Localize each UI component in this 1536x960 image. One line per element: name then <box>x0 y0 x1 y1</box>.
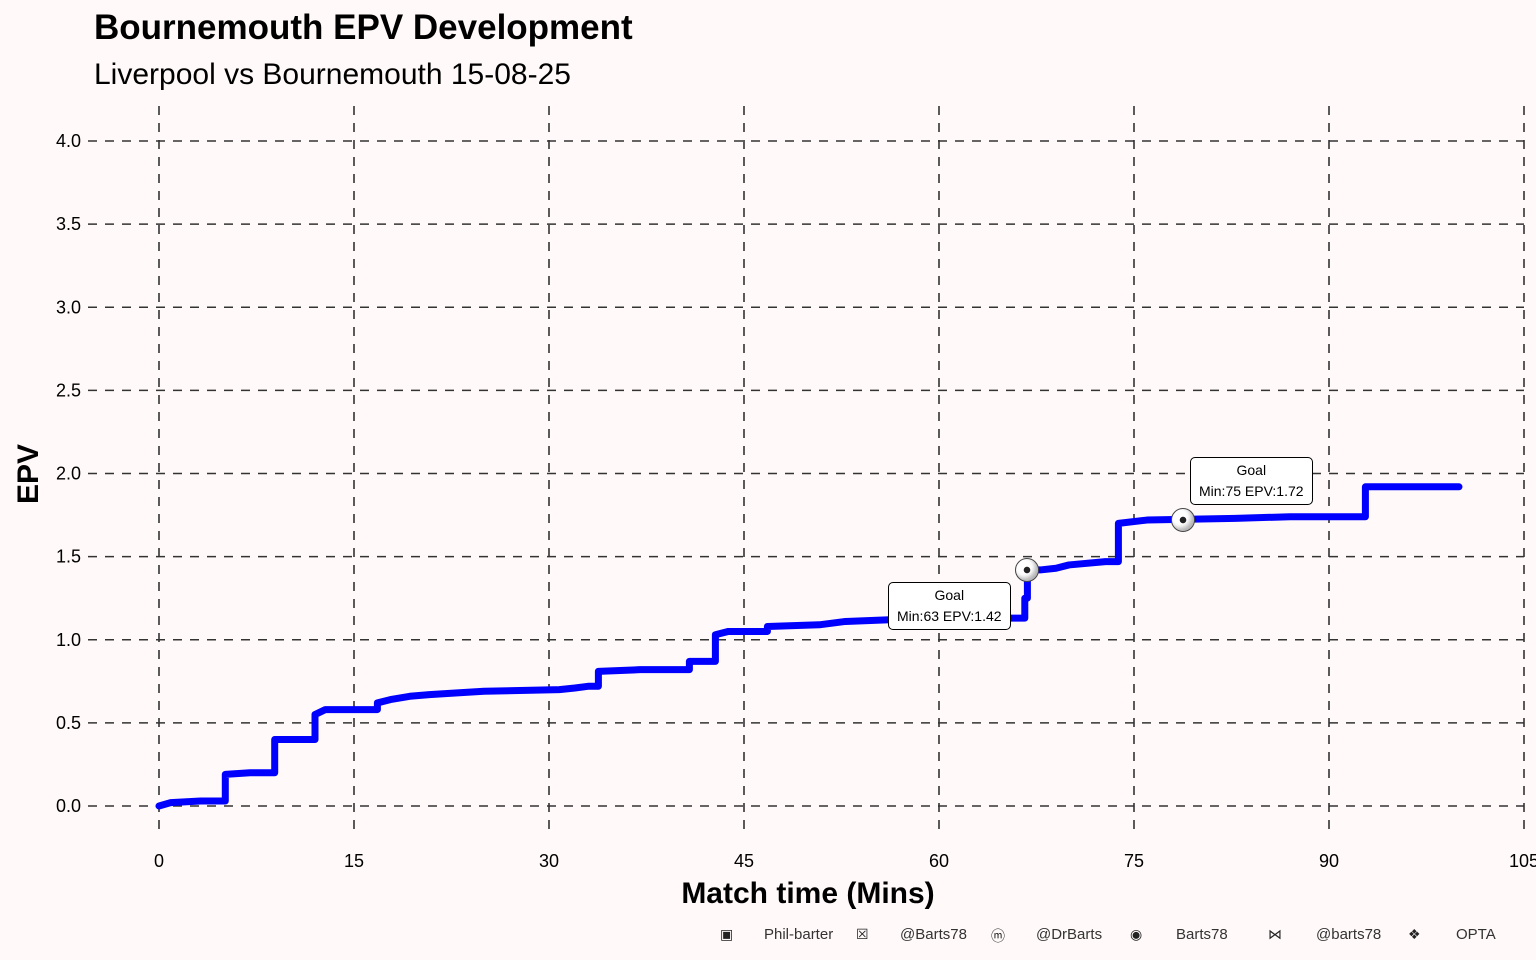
x-tick-label: 0 <box>154 851 164 871</box>
y-tick-label: 4.0 <box>56 131 81 151</box>
goal-label-text: Min:63 EPV:1.42 <box>897 608 1002 624</box>
x-icon: ☒ <box>856 926 869 942</box>
epv-step-line <box>155 483 1463 810</box>
goal-label-1: Goal Min:63 EPV:1.42 <box>888 582 1011 630</box>
x-tick-label: 30 <box>539 851 559 871</box>
github-icon: ◉ <box>1130 926 1143 942</box>
y-tick-label: 1.0 <box>56 630 81 650</box>
chart-subtitle: Liverpool vs Bournemouth 15-08-25 <box>94 58 571 91</box>
goal-label-text: Min:75 EPV:1.72 <box>1199 483 1304 499</box>
footer-source: OPTA <box>1456 926 1496 943</box>
x-axis-label: Match time (Mins) <box>681 877 934 910</box>
x-tick-label: 60 <box>929 851 949 871</box>
x-tick-label: 45 <box>734 851 754 871</box>
y-tick-label: 3.5 <box>56 214 81 234</box>
dropbox-icon: ❖ <box>1408 926 1421 942</box>
footer-mastodon: @DrBarts <box>1036 926 1103 943</box>
x-tick-label: 105 <box>1509 851 1536 871</box>
y-tick-label: 1.5 <box>56 547 81 567</box>
y-tick-label: 3.0 <box>56 297 81 317</box>
x-tick-label: 15 <box>344 851 364 871</box>
goal-label-title: Goal <box>1236 462 1267 478</box>
goal-label-2: Goal Min:75 EPV:1.72 <box>1190 457 1313 505</box>
goal-label-title: Goal <box>934 587 965 603</box>
chart-title: Bournemouth EPV Development <box>94 8 633 47</box>
footer-github: Barts78 <box>1176 926 1228 943</box>
x-tick-label: 75 <box>1124 851 1144 871</box>
bluesky-icon: ⋈ <box>1268 926 1282 942</box>
mastodon-icon: ⓜ <box>991 928 1005 944</box>
y-axis-label: EPV <box>12 444 45 504</box>
linkedin-icon: ▣ <box>720 926 734 942</box>
footer-x: @Barts78 <box>900 926 967 943</box>
y-tick-label: 2.5 <box>56 380 81 400</box>
y-tick-label: 2.0 <box>56 464 81 484</box>
soccer-ball-icon <box>1171 508 1196 533</box>
soccer-ball-icon <box>1015 557 1040 582</box>
y-tick-label: 0.5 <box>56 713 81 733</box>
footer-linkedin: Phil-barter <box>764 926 834 943</box>
footer-bluesky: @barts78 <box>1316 926 1382 943</box>
y-tick-label: 0.0 <box>56 796 81 816</box>
x-tick-label: 90 <box>1319 851 1339 871</box>
